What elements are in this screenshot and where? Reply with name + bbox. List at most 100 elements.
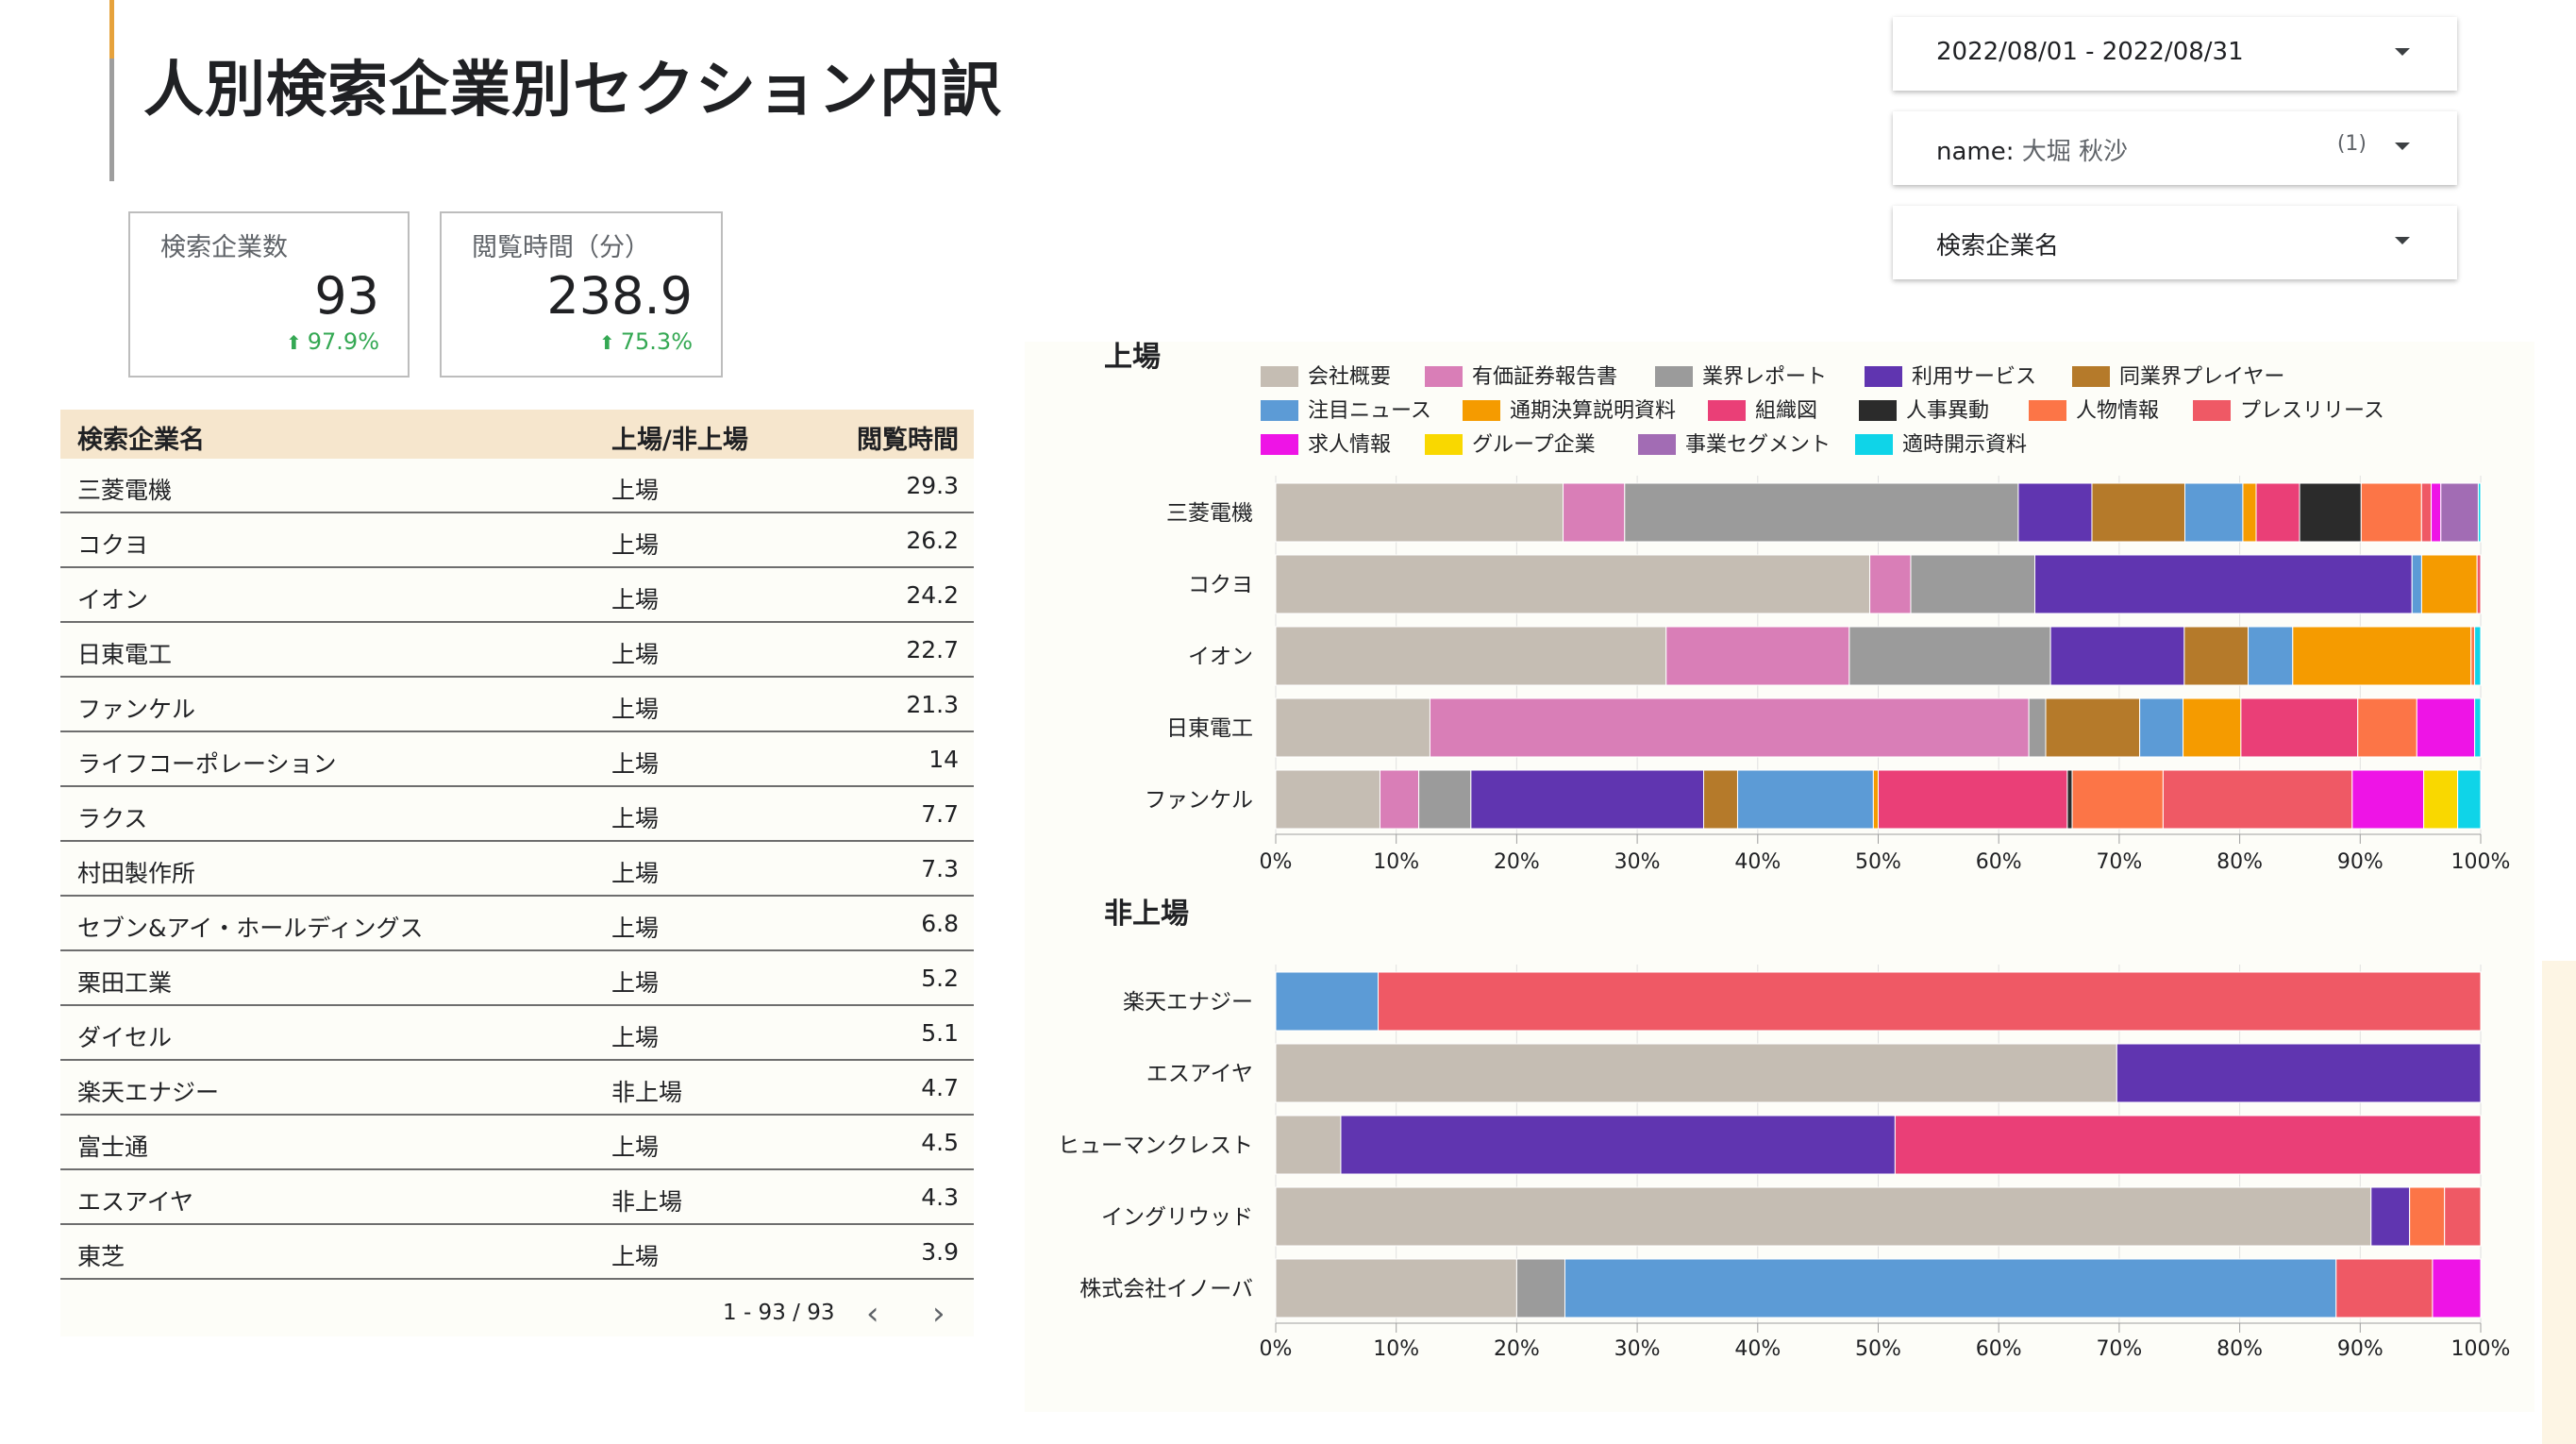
name-filter-dropdown[interactable]: name: 大堀 秋沙 (1) bbox=[1893, 111, 2457, 185]
bar-segment[interactable] bbox=[2116, 1043, 2482, 1103]
bar-segment[interactable] bbox=[1275, 554, 1871, 614]
bar-segment[interactable] bbox=[2360, 482, 2422, 543]
bar-segment[interactable] bbox=[1736, 769, 1874, 830]
chevron-down-icon[interactable] bbox=[2395, 143, 2410, 150]
bar-segment[interactable] bbox=[1275, 482, 1564, 543]
bar-segment[interactable] bbox=[2440, 482, 2479, 543]
bar-segment[interactable] bbox=[2474, 626, 2482, 686]
bar-segment[interactable] bbox=[2370, 1186, 2411, 1247]
bar-segment[interactable] bbox=[1848, 626, 2051, 686]
bar-segment[interactable] bbox=[1624, 482, 2019, 543]
legend-swatch bbox=[1865, 366, 1902, 387]
bar-segment[interactable] bbox=[2183, 626, 2250, 686]
bar-segment[interactable] bbox=[2477, 482, 2482, 543]
bar-segment[interactable] bbox=[2248, 626, 2294, 686]
bar-segment[interactable] bbox=[2357, 697, 2417, 758]
bar-segment[interactable] bbox=[2431, 482, 2442, 543]
bar-segment[interactable] bbox=[2420, 554, 2478, 614]
prev-page-button[interactable]: ‹ bbox=[866, 1295, 879, 1333]
bar-segment[interactable] bbox=[1275, 626, 1667, 686]
bar-segment[interactable] bbox=[2335, 1258, 2434, 1318]
column-header-listing[interactable]: 上場/非上場 bbox=[611, 426, 748, 455]
x-tick-label: 70% bbox=[2096, 1337, 2142, 1361]
bar-segment[interactable] bbox=[1869, 554, 1912, 614]
bar-segment[interactable] bbox=[2292, 626, 2472, 686]
bar-segment[interactable] bbox=[1872, 769, 1879, 830]
next-page-button[interactable]: › bbox=[932, 1295, 945, 1333]
bar-segment[interactable] bbox=[2028, 697, 2047, 758]
table-row[interactable]: 栗田工業 上場 5.2 bbox=[60, 951, 974, 1006]
bar-segment[interactable] bbox=[1703, 769, 1738, 830]
chevron-down-icon[interactable] bbox=[2395, 237, 2410, 244]
bar-segment[interactable] bbox=[1275, 769, 1380, 830]
bar-segment[interactable] bbox=[2183, 697, 2242, 758]
bar-segment[interactable] bbox=[2017, 482, 2093, 543]
table-row[interactable]: エスアイヤ 非上場 4.3 bbox=[60, 1170, 974, 1225]
bar-segment[interactable] bbox=[2423, 769, 2459, 830]
bar-segment[interactable] bbox=[2444, 1186, 2482, 1247]
table-row[interactable]: コクヨ 上場 26.2 bbox=[60, 513, 974, 568]
bar-segment[interactable] bbox=[1470, 769, 1705, 830]
table-row[interactable]: 日東電工 上場 22.7 bbox=[60, 623, 974, 678]
bar-segment[interactable] bbox=[2242, 482, 2257, 543]
bar-segment[interactable] bbox=[1378, 971, 2482, 1032]
company-filter-dropdown[interactable]: 検索企業名 bbox=[1893, 206, 2457, 279]
bar-segment[interactable] bbox=[2091, 482, 2186, 543]
bar-segment[interactable] bbox=[2162, 769, 2353, 830]
table-row[interactable]: ダイセル 上場 5.1 bbox=[60, 1006, 974, 1061]
bar-segment[interactable] bbox=[2470, 626, 2476, 686]
bar-segment[interactable] bbox=[1665, 626, 1850, 686]
table-row[interactable]: 村田製作所 上場 7.3 bbox=[60, 842, 974, 897]
table-row[interactable]: ライフコーポレーション 上場 14 bbox=[60, 732, 974, 787]
bar-segment[interactable] bbox=[2049, 626, 2185, 686]
bar-segment[interactable] bbox=[2474, 697, 2482, 758]
bar-segment[interactable] bbox=[2255, 482, 2300, 543]
bar-segment[interactable] bbox=[1429, 697, 2030, 758]
bar-segment[interactable] bbox=[2432, 1258, 2482, 1318]
bar-segment[interactable] bbox=[2299, 482, 2362, 543]
bar-segment[interactable] bbox=[1894, 1115, 2482, 1175]
bar-segment[interactable] bbox=[2476, 554, 2482, 614]
bar-segment[interactable] bbox=[1275, 1258, 1517, 1318]
bar-segment[interactable] bbox=[1878, 769, 2068, 830]
bar-segment[interactable] bbox=[2411, 554, 2422, 614]
bar-segment[interactable] bbox=[2034, 554, 2413, 614]
legend-swatch bbox=[2193, 400, 2231, 421]
chevron-down-icon[interactable] bbox=[2395, 48, 2410, 56]
bar-segment[interactable] bbox=[1275, 971, 1380, 1032]
table-row[interactable]: イオン 上場 24.2 bbox=[60, 568, 974, 623]
bar-segment[interactable] bbox=[1275, 1043, 2117, 1103]
bar-segment[interactable] bbox=[1379, 769, 1420, 830]
bar-segment[interactable] bbox=[1275, 697, 1430, 758]
bar-segment[interactable] bbox=[2420, 482, 2433, 543]
bar-segment[interactable] bbox=[1275, 1186, 2372, 1247]
table-row[interactable]: セブン&アイ・ホールディングス 上場 6.8 bbox=[60, 897, 974, 951]
bar-segment[interactable] bbox=[2457, 769, 2482, 830]
bar-segment[interactable] bbox=[2045, 697, 2141, 758]
bar-segment[interactable] bbox=[1418, 769, 1472, 830]
column-header-view-time[interactable]: 閲覧時間 bbox=[857, 426, 959, 455]
bar-segment[interactable] bbox=[1515, 1258, 1565, 1318]
bar-segment[interactable] bbox=[2416, 697, 2476, 758]
bar-segment[interactable] bbox=[2240, 697, 2359, 758]
table-row[interactable]: 楽天エナジー 非上場 4.7 bbox=[60, 1061, 974, 1116]
date-range-picker[interactable]: 2022/08/01 - 2022/08/31 bbox=[1893, 17, 2457, 91]
bar-segment[interactable] bbox=[1275, 1115, 1342, 1175]
bar-segment[interactable] bbox=[1910, 554, 2036, 614]
table-row[interactable]: ファンケル 上場 21.3 bbox=[60, 678, 974, 732]
scorecard-delta: ⬆ 75.3% bbox=[599, 328, 693, 355]
bar-segment[interactable] bbox=[2071, 769, 2164, 830]
bar-segment[interactable] bbox=[1340, 1115, 1896, 1175]
bar-segment[interactable] bbox=[1563, 482, 1626, 543]
bar-segment[interactable] bbox=[2351, 769, 2425, 830]
column-header-company[interactable]: 検索企業名 bbox=[77, 426, 205, 455]
table-row[interactable]: 三菱電機 上場 29.3 bbox=[60, 459, 974, 513]
table-row[interactable]: 富士通 上場 4.5 bbox=[60, 1116, 974, 1170]
bar-segment[interactable] bbox=[2139, 697, 2184, 758]
bar-segment[interactable] bbox=[2184, 482, 2244, 543]
table-row[interactable]: 東芝 上場 3.9 bbox=[60, 1225, 974, 1280]
table-row[interactable]: ラクス 上場 7.7 bbox=[60, 787, 974, 842]
bar-segment[interactable] bbox=[1564, 1258, 2337, 1318]
bar-segment[interactable] bbox=[2066, 769, 2073, 830]
bar-segment[interactable] bbox=[2409, 1186, 2446, 1247]
